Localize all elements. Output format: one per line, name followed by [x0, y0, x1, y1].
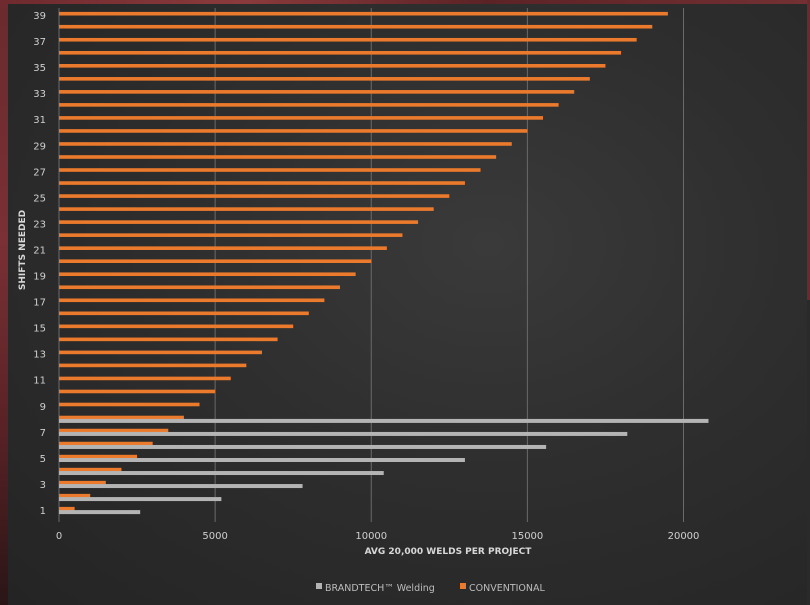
y-tick-37: 37	[33, 37, 46, 48]
bar-conventional-36	[59, 50, 622, 55]
bar-conventional-25	[59, 194, 450, 198]
legend-swatch-conventional	[460, 583, 466, 589]
y-tick-11: 11	[33, 376, 46, 387]
y-tick-19: 19	[33, 272, 46, 283]
bar-conventional-17	[59, 298, 325, 303]
y-tick-39: 39	[33, 11, 46, 22]
x-axis-title: AVG 20,000 WELDS PER PROJECT	[365, 547, 533, 557]
bar-conventional-16	[59, 311, 309, 316]
bar-conventional-34	[59, 77, 590, 81]
y-tick-9: 9	[40, 402, 46, 413]
bar-conventional-33	[59, 90, 575, 94]
bar-conventional-31	[59, 116, 543, 120]
legend: BRANDTECH™ Welding CONVENTIONAL	[316, 583, 546, 594]
y-tick-31: 31	[33, 115, 46, 126]
bar-conventional-37	[59, 37, 637, 42]
legend-label-conventional: CONVENTIONAL	[469, 583, 546, 594]
bar-conventional-12	[59, 363, 247, 368]
bar-conventional-13	[59, 350, 262, 355]
y-tick-15: 15	[33, 324, 46, 335]
bar-conventional-9	[59, 402, 200, 407]
bar-brandtech-3	[59, 484, 303, 489]
bars	[59, 11, 709, 515]
bar-brandtech-2	[59, 497, 222, 502]
bar-conventional-39	[59, 11, 668, 16]
bar-conventional-11	[59, 376, 231, 381]
x-tick-labels: 0 5000 10000 15000 20000	[56, 531, 700, 542]
background-right-strip-lower	[807, 300, 810, 605]
y-tick-21: 21	[33, 245, 46, 256]
y-tick-25: 25	[33, 193, 46, 204]
background-right-strip	[807, 0, 810, 300]
bar-conventional-6	[59, 441, 153, 446]
bar-brandtech-1	[59, 510, 141, 515]
y-tick-7: 7	[40, 428, 46, 439]
bar-conventional-38	[59, 24, 653, 29]
bar-conventional-7	[59, 428, 169, 433]
bar-conventional-23	[59, 220, 419, 224]
bar-conventional-1	[59, 506, 75, 511]
y-tick-35: 35	[33, 63, 46, 74]
bar-conventional-27	[59, 168, 481, 172]
bar-conventional-35	[59, 64, 606, 68]
bar-conventional-28	[59, 155, 497, 159]
bar-conventional-19	[59, 272, 356, 277]
legend-label-brandtech: BRANDTECH™ Welding	[325, 583, 435, 594]
bar-conventional-26	[59, 181, 465, 185]
bar-conventional-4	[59, 467, 122, 472]
bar-conventional-24	[59, 207, 434, 211]
bar-brandtech-7	[59, 431, 628, 436]
bar-conventional-20	[59, 259, 372, 263]
x-tick-10000: 10000	[355, 531, 387, 542]
bar-brandtech-5	[59, 457, 465, 462]
bar-conventional-21	[59, 246, 387, 250]
bar-conventional-2	[59, 493, 91, 498]
y-tick-27: 27	[33, 167, 46, 178]
x-tick-0: 0	[56, 531, 62, 542]
bar-conventional-18	[59, 285, 341, 290]
bar-conventional-30	[59, 129, 528, 133]
y-tick-33: 33	[33, 89, 46, 100]
bar-conventional-14	[59, 337, 278, 342]
y-tick-3: 3	[40, 480, 46, 491]
bar-conventional-10	[59, 389, 216, 394]
bar-brandtech-4	[59, 471, 384, 476]
bar-conventional-22	[59, 233, 403, 237]
legend-swatch-brandtech	[316, 583, 322, 589]
bar-conventional-3	[59, 480, 106, 485]
y-tick-13: 13	[33, 350, 46, 361]
y-tick-17: 17	[33, 298, 46, 309]
bar-brandtech-6	[59, 444, 547, 449]
y-tick-1: 1	[40, 506, 46, 517]
y-axis-title: SHIFTS NEEDED	[18, 210, 28, 290]
gridlines	[58, 8, 684, 522]
bar-conventional-15	[59, 324, 294, 329]
y-tick-23: 23	[33, 219, 46, 230]
x-tick-5000: 5000	[202, 531, 227, 542]
bar-conventional-29	[59, 142, 512, 146]
x-tick-20000: 20000	[668, 531, 700, 542]
bar-conventional-5	[59, 454, 138, 459]
x-tick-15000: 15000	[511, 531, 543, 542]
bar-conventional-32	[59, 103, 559, 107]
bar-brandtech-8	[59, 418, 709, 423]
y-tick-5: 5	[40, 454, 46, 465]
y-tick-29: 29	[33, 141, 46, 152]
bar-conventional-8	[59, 415, 184, 420]
